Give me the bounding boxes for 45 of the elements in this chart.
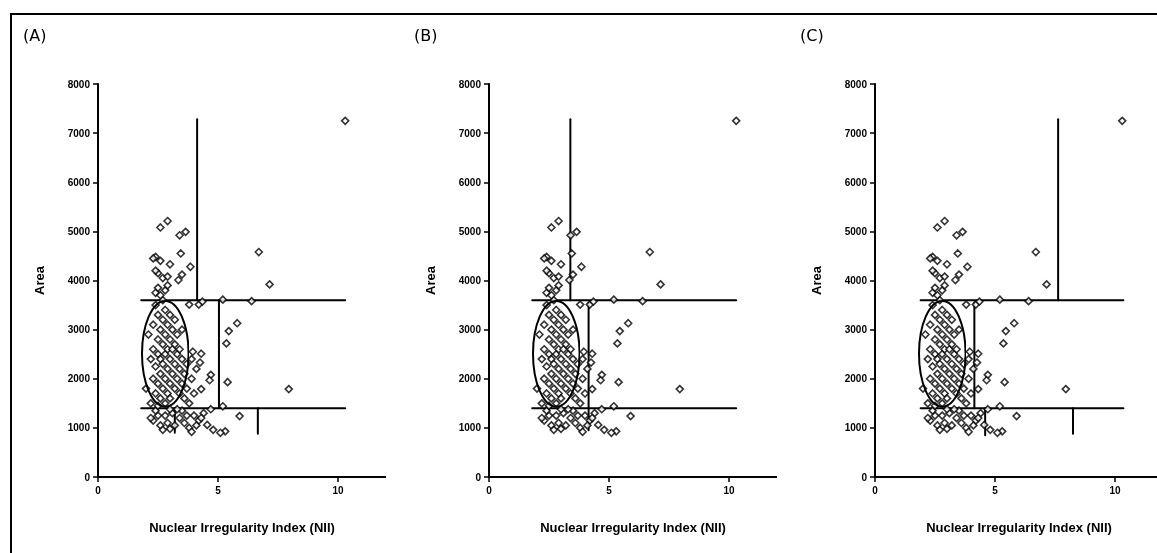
chart-title: (A) — [23, 25, 47, 45]
x-axis-title: Nuclear Irregularity Index (NII) — [149, 520, 335, 535]
y-tick-label: 1000 — [458, 422, 482, 434]
y-tick-label: 2000 — [67, 373, 91, 385]
x-tick-label: 10 — [332, 484, 344, 496]
x-tick-label: 10 — [1109, 484, 1121, 496]
chart-title: (B) — [414, 25, 438, 45]
x-tick-label: 0 — [486, 484, 493, 496]
y-tick-label: 5000 — [458, 225, 482, 237]
y-tick-label: 1000 — [67, 422, 91, 434]
x-tick-label: 0 — [95, 484, 102, 496]
y-tick-label: 3000 — [67, 324, 91, 336]
y-tick-label: 6000 — [67, 176, 91, 188]
y-tick-label: 6000 — [844, 176, 868, 188]
y-tick-label: 0 — [861, 471, 868, 483]
y-tick-label: 3000 — [458, 324, 482, 336]
chart-title: (C) — [800, 25, 824, 45]
y-axis-title: Area — [809, 265, 824, 295]
y-tick-label: 0 — [84, 471, 91, 483]
y-tick-label: 7000 — [844, 127, 868, 139]
y-tick-label: 8000 — [844, 78, 868, 90]
x-tick-label: 5 — [215, 484, 222, 496]
y-axis-title: Area — [32, 265, 47, 295]
y-tick-label: 4000 — [67, 275, 91, 286]
y-tick-label: 5000 — [67, 225, 91, 237]
x-tick-label: 5 — [606, 484, 613, 496]
x-axis-title: Nuclear Irregularity Index (NII) — [540, 520, 726, 535]
y-tick-label: 6000 — [458, 176, 482, 188]
y-tick-label: 4000 — [458, 275, 482, 286]
y-tick-label: 8000 — [67, 78, 91, 90]
y-tick-label: 2000 — [844, 373, 868, 385]
y-axis-title: Area — [423, 265, 438, 295]
y-tick-label: 7000 — [67, 127, 91, 139]
y-tick-label: 8000 — [458, 78, 482, 90]
y-tick-label: 4000 — [844, 275, 868, 286]
x-tick-label: 0 — [872, 484, 879, 496]
x-tick-label: 5 — [992, 484, 999, 496]
y-tick-label: 5000 — [844, 225, 868, 237]
y-tick-label: 2000 — [458, 373, 482, 385]
x-axis-title: Nuclear Irregularity Index (NII) — [926, 520, 1112, 535]
y-tick-label: 7000 — [458, 127, 482, 139]
x-tick-label: 10 — [723, 484, 735, 496]
y-tick-label: 3000 — [844, 324, 868, 336]
y-tick-label: 1000 — [844, 422, 868, 434]
y-tick-label: 0 — [475, 471, 482, 483]
